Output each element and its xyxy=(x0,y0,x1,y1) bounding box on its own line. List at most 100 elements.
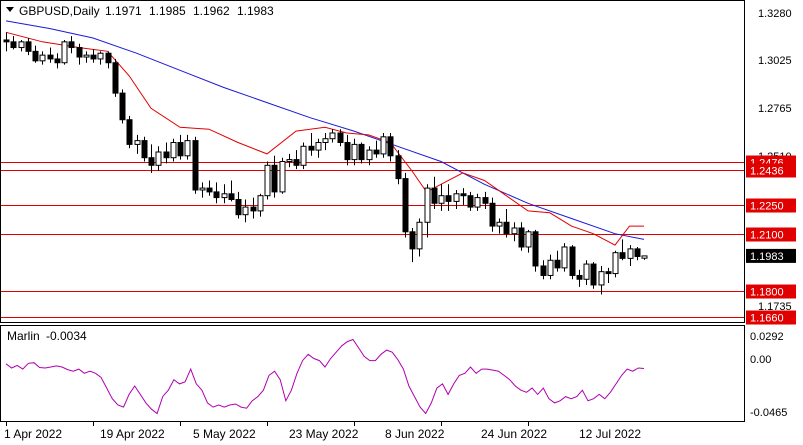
candle[interactable] xyxy=(148,144,155,173)
candle[interactable] xyxy=(496,218,503,234)
candle[interactable] xyxy=(242,199,249,223)
candle[interactable] xyxy=(257,193,264,217)
candle[interactable] xyxy=(532,229,539,272)
candle[interactable] xyxy=(416,218,423,257)
candle[interactable] xyxy=(337,129,344,147)
candle[interactable] xyxy=(634,246,641,261)
candle[interactable] xyxy=(489,197,496,232)
candle[interactable] xyxy=(293,150,300,170)
candle[interactable] xyxy=(329,129,336,143)
candle[interactable] xyxy=(126,115,133,149)
candle[interactable] xyxy=(503,208,510,238)
candle[interactable] xyxy=(97,51,104,65)
candle[interactable] xyxy=(83,51,90,63)
candle[interactable] xyxy=(540,260,547,280)
candle[interactable] xyxy=(155,146,162,171)
candle[interactable] xyxy=(184,134,191,160)
candle-body xyxy=(409,231,416,250)
candle[interactable] xyxy=(271,155,278,198)
candle[interactable] xyxy=(315,138,322,158)
candle[interactable] xyxy=(366,146,373,166)
candle[interactable] xyxy=(170,138,177,162)
candle[interactable] xyxy=(525,229,532,253)
candle[interactable] xyxy=(47,47,54,63)
candle[interactable] xyxy=(192,136,199,194)
candle[interactable] xyxy=(32,45,39,63)
candle[interactable] xyxy=(3,32,10,52)
candle[interactable] xyxy=(68,36,75,54)
candle[interactable] xyxy=(627,245,634,266)
candle[interactable] xyxy=(641,255,648,260)
candle[interactable] xyxy=(605,267,612,284)
candle[interactable] xyxy=(561,243,568,272)
candle[interactable] xyxy=(467,191,474,211)
candle[interactable] xyxy=(308,133,315,156)
candle[interactable] xyxy=(569,245,576,280)
candle[interactable] xyxy=(221,184,228,204)
candle[interactable] xyxy=(409,227,416,263)
candle[interactable] xyxy=(395,150,402,185)
candle[interactable] xyxy=(286,153,293,168)
candle[interactable] xyxy=(482,191,489,209)
candle[interactable] xyxy=(213,182,220,204)
candle-body xyxy=(199,187,206,191)
indicator-panel[interactable] xyxy=(0,325,745,422)
candle[interactable] xyxy=(279,157,286,194)
candle[interactable] xyxy=(402,172,409,238)
candle[interactable] xyxy=(250,197,257,219)
candle[interactable] xyxy=(18,39,25,52)
candle[interactable] xyxy=(10,36,17,50)
candle[interactable] xyxy=(344,134,351,166)
indicator-axis[interactable]: 0.0292 0.00 -0.0465 xyxy=(750,331,787,419)
candle[interactable] xyxy=(583,260,590,285)
candle[interactable] xyxy=(547,254,554,280)
candle[interactable] xyxy=(228,180,235,202)
candle[interactable] xyxy=(438,184,445,211)
candle[interactable] xyxy=(119,89,126,124)
candle[interactable] xyxy=(206,180,213,196)
candle[interactable] xyxy=(358,142,365,164)
candle[interactable] xyxy=(511,222,518,242)
candle[interactable] xyxy=(387,133,394,162)
candle[interactable] xyxy=(76,43,83,65)
candle[interactable] xyxy=(380,133,387,158)
collapse-triangle-icon[interactable] xyxy=(6,7,14,12)
candle[interactable] xyxy=(576,269,583,287)
candle[interactable] xyxy=(598,265,605,295)
candle[interactable] xyxy=(431,176,438,209)
candle[interactable] xyxy=(199,182,206,198)
candle[interactable] xyxy=(163,142,170,164)
candle[interactable] xyxy=(105,51,112,69)
time-axis[interactable]: 1 Apr 2022 19 Apr 2022 5 May 2022 23 May… xyxy=(4,422,641,441)
candle[interactable] xyxy=(424,184,431,238)
candle[interactable] xyxy=(322,133,329,151)
candle-body xyxy=(170,142,177,159)
candle[interactable] xyxy=(300,142,307,170)
candle[interactable] xyxy=(112,58,119,97)
candle[interactable] xyxy=(54,53,61,69)
candle[interactable] xyxy=(235,191,242,219)
candle[interactable] xyxy=(351,138,358,166)
candle[interactable] xyxy=(61,39,68,65)
candle[interactable] xyxy=(590,262,597,289)
candle[interactable] xyxy=(90,49,97,63)
candle[interactable] xyxy=(518,222,525,251)
candle[interactable] xyxy=(612,250,619,278)
candle[interactable] xyxy=(619,239,626,261)
candle[interactable] xyxy=(177,134,184,160)
candle[interactable] xyxy=(460,188,467,206)
candle[interactable] xyxy=(474,193,481,211)
candle[interactable] xyxy=(39,51,46,65)
candle[interactable] xyxy=(373,140,380,158)
candle[interactable] xyxy=(141,136,148,162)
candle[interactable] xyxy=(445,184,452,211)
candle[interactable] xyxy=(264,161,271,200)
candle[interactable] xyxy=(25,38,32,56)
level-label: 1.1800 xyxy=(750,287,784,299)
candle[interactable] xyxy=(134,134,141,154)
candle[interactable] xyxy=(554,250,561,272)
price-panel[interactable] xyxy=(0,0,745,323)
candle[interactable] xyxy=(453,189,460,209)
